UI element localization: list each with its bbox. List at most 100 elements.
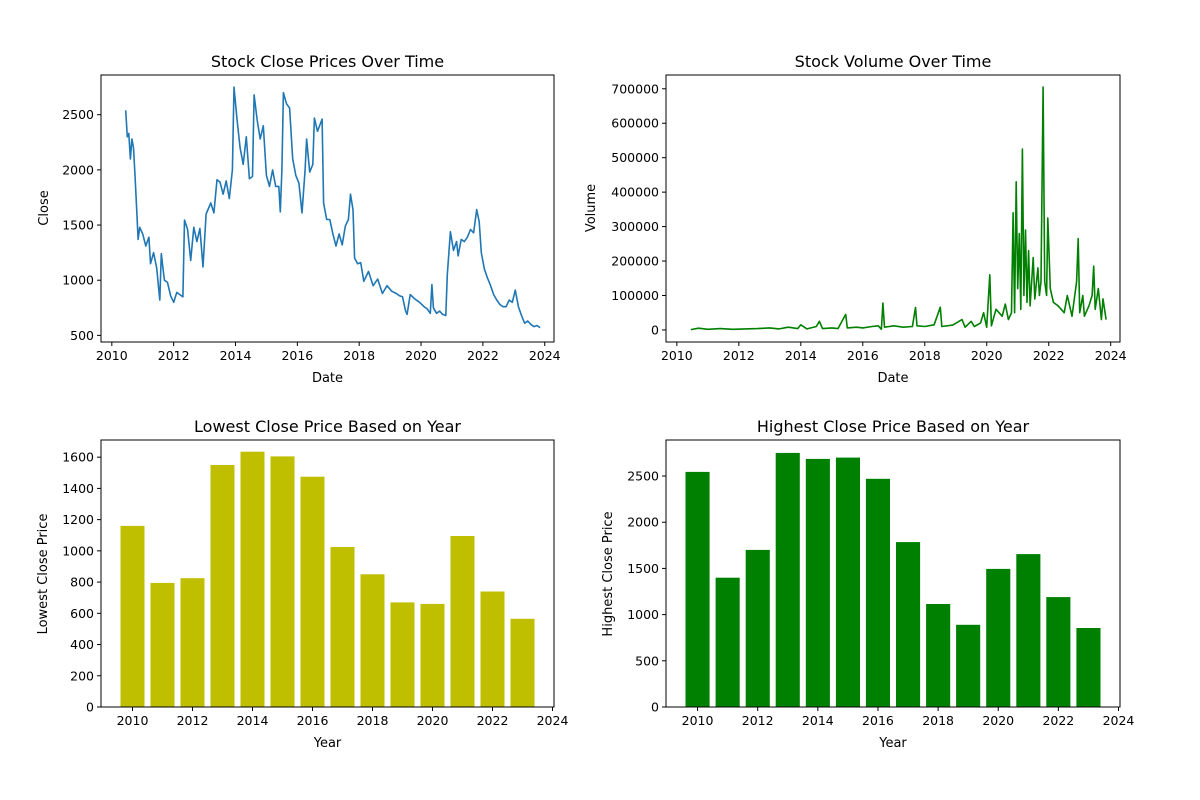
x-tick-label: 2014 [220, 348, 252, 363]
y-tick-label: 600 [70, 606, 94, 621]
y-tick-label: 1000 [627, 607, 659, 622]
x-tick-label: 2018 [343, 348, 375, 363]
y-tick-label: 0 [651, 322, 659, 337]
bar-2014 [240, 451, 265, 707]
x-axis-label: Year [878, 736, 907, 751]
axes-frame [665, 74, 1121, 343]
y-tick-label: 1400 [62, 481, 94, 496]
plot-area: 2010 2012 2014 2016 2018 2020 2022 2024 0 200 400 6… [62, 439, 569, 728]
y-tick-label: 300000 [611, 219, 659, 234]
bar-2023 [1076, 628, 1101, 707]
x-tick-label: 2014 [237, 713, 269, 728]
x-tick-label: 2012 [177, 713, 209, 728]
y-tick-label: 400000 [611, 185, 659, 200]
bar-2020 [986, 568, 1011, 707]
x-tick-label: 2020 [971, 348, 1003, 363]
y-axis-label: Highest Close Price [601, 511, 616, 636]
y-tick-label: 2000 [627, 515, 659, 530]
x-tick-label: 2010 [682, 713, 714, 728]
y-tick-label: 400 [70, 637, 94, 652]
plot-area: 2010 2012 2014 2016 2018 2020 2022 2024 0 100000 2… [611, 74, 1127, 363]
x-tick-label: 2022 [467, 348, 499, 363]
x-tick-label: 2012 [158, 348, 190, 363]
x-axis-label: Year [313, 736, 342, 751]
y-tick-label: 100000 [611, 288, 659, 303]
y-tick-label: 0 [651, 700, 659, 715]
x-axis-label: Date [312, 371, 343, 386]
x-tick-label: 2014 [802, 713, 834, 728]
x-tick-label: 2016 [297, 713, 329, 728]
x-tick-label: 2010 [661, 348, 693, 363]
y-tick-label: 1500 [62, 218, 94, 233]
bar-2016 [865, 478, 890, 707]
bar-2012 [745, 549, 770, 707]
bar-2018 [360, 574, 385, 707]
bar-2013 [210, 465, 235, 707]
chart-title: Stock Close Prices Over Time [211, 52, 444, 71]
bar-2013 [775, 452, 800, 707]
y-tick-label: 0 [86, 700, 94, 715]
y-tick-label: 700000 [611, 81, 659, 96]
volume-line-chart: Stock Volume Over Time 2010 2012 2014 2016 2… [584, 52, 1127, 386]
bar-2021 [450, 536, 475, 707]
y-tick-label: 1200 [62, 512, 94, 527]
plot-area: 2010 2012 2014 2016 2018 2020 2022 2024 500 1000 1… [62, 74, 561, 363]
x-tick-label: 2018 [909, 348, 941, 363]
y-axis-label: Volume [584, 184, 599, 232]
chart-title: Lowest Close Price Based on Year [194, 417, 461, 436]
plot-area: 2010 2012 2014 2016 2018 2020 2022 2024 0 500 1000… [627, 439, 1135, 728]
bar-2022 [480, 591, 505, 707]
axes-frame [100, 74, 555, 343]
chart-title: Stock Volume Over Time [795, 52, 992, 71]
x-tick-label: 2022 [1033, 348, 1065, 363]
y-tick-label: 1500 [627, 561, 659, 576]
bar-2023 [510, 618, 535, 707]
x-tick-label: 2024 [537, 713, 569, 728]
y-tick-label: 1600 [62, 450, 94, 465]
x-tick-label: 2018 [357, 713, 389, 728]
x-tick-label: 2012 [742, 713, 774, 728]
y-tick-label: 2500 [62, 107, 94, 122]
x-tick-label: 2018 [922, 713, 954, 728]
bar-2017 [896, 542, 921, 707]
bar-2016 [300, 476, 325, 707]
x-tick-label: 2016 [862, 713, 894, 728]
x-tick-label: 2016 [847, 348, 879, 363]
series-line [690, 86, 1107, 331]
x-tick-label: 2010 [117, 713, 149, 728]
y-axis-label: Close [37, 190, 52, 225]
y-tick-label: 200000 [611, 254, 659, 269]
y-tick-label: 800 [70, 575, 94, 590]
bar-2015 [270, 456, 295, 707]
x-axis-label: Date [877, 371, 908, 386]
bar-2019 [956, 624, 981, 707]
bar-2020 [420, 603, 445, 707]
bar-2015 [835, 457, 860, 707]
bar-2019 [390, 602, 415, 707]
x-tick-label: 2010 [96, 348, 128, 363]
y-tick-label: 1000 [62, 273, 94, 288]
axes-frame [100, 439, 555, 708]
y-tick-label: 500 [70, 328, 94, 343]
bar-2010 [685, 471, 710, 707]
bar-2021 [1016, 554, 1041, 707]
series-line [124, 86, 541, 329]
y-tick-label: 200 [70, 668, 94, 683]
y-axis-label: Lowest Close Price [36, 514, 51, 635]
bar-2010 [120, 525, 145, 707]
x-tick-label: 2014 [785, 348, 817, 363]
chart-title: Highest Close Price Based on Year [757, 417, 1030, 436]
y-tick-label: 600000 [611, 116, 659, 131]
bar-2011 [150, 582, 175, 707]
x-tick-label: 2022 [477, 713, 509, 728]
x-tick-label: 2024 [1095, 348, 1127, 363]
x-tick-label: 2020 [417, 713, 449, 728]
x-tick-label: 2024 [1103, 713, 1135, 728]
lowest-close-bar-chart: Lowest Close Price Based on Year 2010 201… [36, 417, 568, 751]
y-tick-label: 1000 [62, 543, 94, 558]
y-tick-label: 500000 [611, 150, 659, 165]
x-tick-label: 2024 [529, 348, 561, 363]
bar-2014 [805, 458, 830, 707]
bar-2022 [1046, 597, 1071, 707]
